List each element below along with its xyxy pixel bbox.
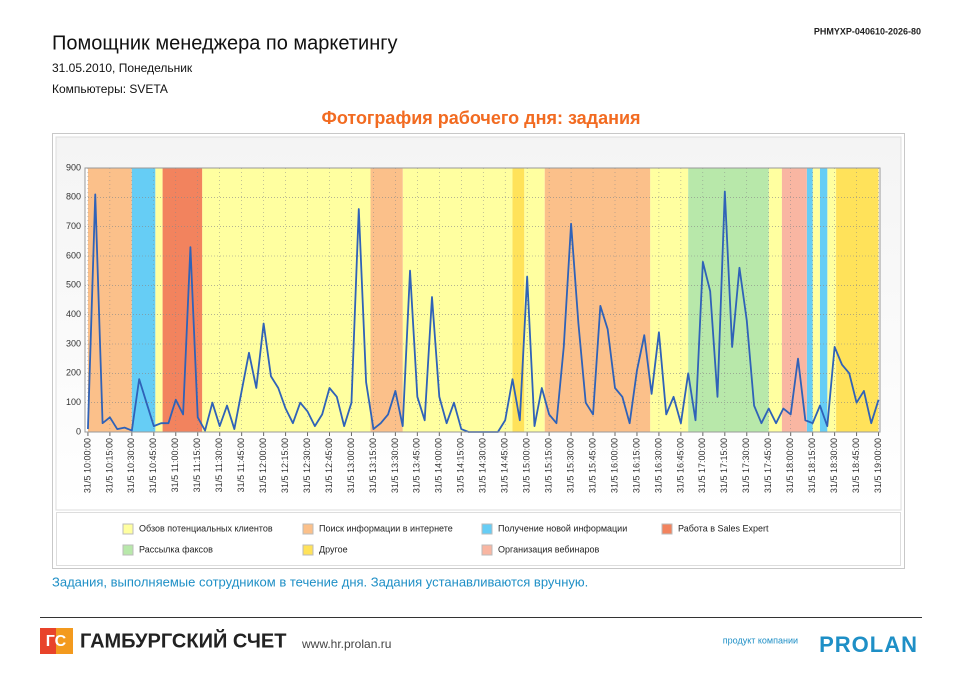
y-tick-label: 400 [66, 309, 81, 319]
task-band [650, 168, 689, 432]
x-tick-label: 31/5 10:00:00 [82, 438, 92, 493]
x-tick-label: 31/5 16:30:00 [653, 438, 663, 493]
plot: 0 100 200 300 400 500 600 700 800 900 31/5 10:00:0… [66, 162, 883, 493]
legend-swatch [302, 544, 314, 556]
report-computers: Компьютеры: SVETA [52, 82, 168, 96]
task-band [524, 168, 545, 432]
task-band [768, 168, 782, 432]
x-tick-label: 31/5 11:00:00 [170, 438, 180, 492]
x-tick-label: 31/5 15:30:00 [565, 438, 575, 493]
x-tick-label: 31/5 13:30:00 [390, 438, 400, 493]
footer-brand: ГАМБУРГСКИЙ СЧЕТ [80, 628, 286, 652]
x-tick-label: 31/5 11:30:00 [214, 438, 224, 492]
x-tick-label: 31/5 14:00:00 [434, 438, 444, 493]
x-tick-label: 31/5 12:30:00 [302, 438, 312, 493]
x-tick-label: 31/5 16:45:00 [675, 438, 685, 493]
x-tick-label: 31/5 19:00:00 [873, 438, 883, 493]
footer-logo: ГС [40, 628, 73, 654]
x-tick-label: 31/5 18:00:00 [785, 438, 795, 493]
x-tick-label: 31/5 12:15:00 [280, 438, 290, 493]
x-tick-label: 31/5 14:30:00 [478, 438, 488, 493]
x-tick-label: 31/5 10:30:00 [126, 438, 136, 493]
x-tick-label: 31/5 18:45:00 [851, 438, 861, 493]
legend-label: Рассылка факсов [139, 544, 213, 554]
x-tick-label: 31/5 13:15:00 [368, 438, 378, 493]
legend-swatch [122, 544, 134, 556]
x-tick-label: 31/5 10:45:00 [148, 438, 158, 493]
task-band [155, 168, 163, 432]
x-tick-label: 31/5 12:00:00 [258, 438, 268, 493]
footer-company: PROLAN [819, 632, 918, 657]
footer-product: продукт компании [723, 635, 798, 645]
x-tick-label: 31/5 14:45:00 [500, 438, 510, 493]
x-tick-label: 31/5 10:15:00 [104, 438, 114, 493]
x-tick-label: 31/5 17:45:00 [763, 438, 773, 493]
y-tick-label: 900 [66, 162, 81, 172]
task-band [827, 168, 837, 432]
x-tick-label: 31/5 17:00:00 [697, 438, 707, 493]
legend-swatch [122, 523, 134, 535]
y-tick-label: 300 [66, 338, 81, 348]
x-tick-label: 31/5 17:15:00 [719, 438, 729, 493]
y-tick-label: 200 [66, 368, 81, 378]
legend-label: Работа в Sales Expert [678, 523, 769, 533]
legend-swatch [661, 523, 673, 535]
y-tick-label: 800 [66, 192, 81, 202]
x-tick-label: 31/5 18:15:00 [807, 438, 817, 493]
legend-swatch [481, 523, 493, 535]
legend-label: Организация вебинаров [498, 544, 600, 554]
report-code: PHMYXP-040610-2026-80 [814, 26, 921, 36]
y-tick-label: 600 [66, 250, 81, 260]
legend-label: Другое [319, 544, 348, 554]
task-band [806, 168, 813, 432]
y-tick-label: 700 [66, 221, 81, 231]
task-band [819, 168, 828, 432]
report-date: 31.05.2010, Понедельник [52, 61, 193, 75]
logo-mark: ГС [46, 633, 67, 650]
task-band [162, 168, 203, 432]
task-band [402, 168, 513, 432]
footer-url: www.hr.prolan.ru [301, 637, 391, 651]
x-tick-label: 31/5 13:45:00 [412, 438, 422, 493]
task-band [544, 168, 651, 432]
y-tick-label: 500 [66, 280, 81, 290]
legend-swatch [302, 523, 314, 535]
x-tick-label: 31/5 16:15:00 [631, 438, 641, 493]
x-tick-label: 31/5 11:15:00 [192, 438, 202, 492]
x-tick-label: 31/5 13:00:00 [346, 438, 356, 493]
legend-label: Получение новой информации [498, 523, 627, 533]
x-tick-label: 31/5 15:45:00 [587, 438, 597, 493]
logo-box [56, 628, 73, 654]
task-band [836, 168, 879, 432]
x-tick-label: 31/5 15:15:00 [543, 438, 553, 493]
task-band [202, 168, 371, 432]
legend-box [56, 512, 901, 566]
report-title: Помощник менеджера по маркетингу [52, 32, 398, 54]
x-tick-label: 31/5 15:00:00 [522, 438, 532, 493]
y-tick-label: 100 [66, 397, 81, 407]
caption: Задания, выполняемые сотрудником в течен… [52, 574, 588, 589]
y-tick-label: 0 [76, 426, 81, 436]
legend-label: Обзов потенциальных клиентов [139, 523, 273, 533]
task-band [131, 168, 156, 432]
x-tick-label: 31/5 16:00:00 [609, 438, 619, 493]
x-tick-label: 31/5 11:45:00 [236, 438, 246, 492]
legend-swatch [481, 544, 493, 556]
x-tick-label: 31/5 12:45:00 [324, 438, 334, 493]
x-tick-label: 31/5 18:30:00 [829, 438, 839, 493]
task-band [512, 168, 525, 432]
x-tick-label: 31/5 14:15:00 [456, 438, 466, 493]
task-band [370, 168, 403, 432]
plot-border [84, 167, 881, 433]
task-band [812, 168, 820, 432]
chart-title: Фотография рабочего дня: задания [321, 108, 640, 128]
legend-label: Поиск информации в интернете [319, 523, 453, 533]
x-tick-label: 31/5 17:30:00 [741, 438, 751, 493]
